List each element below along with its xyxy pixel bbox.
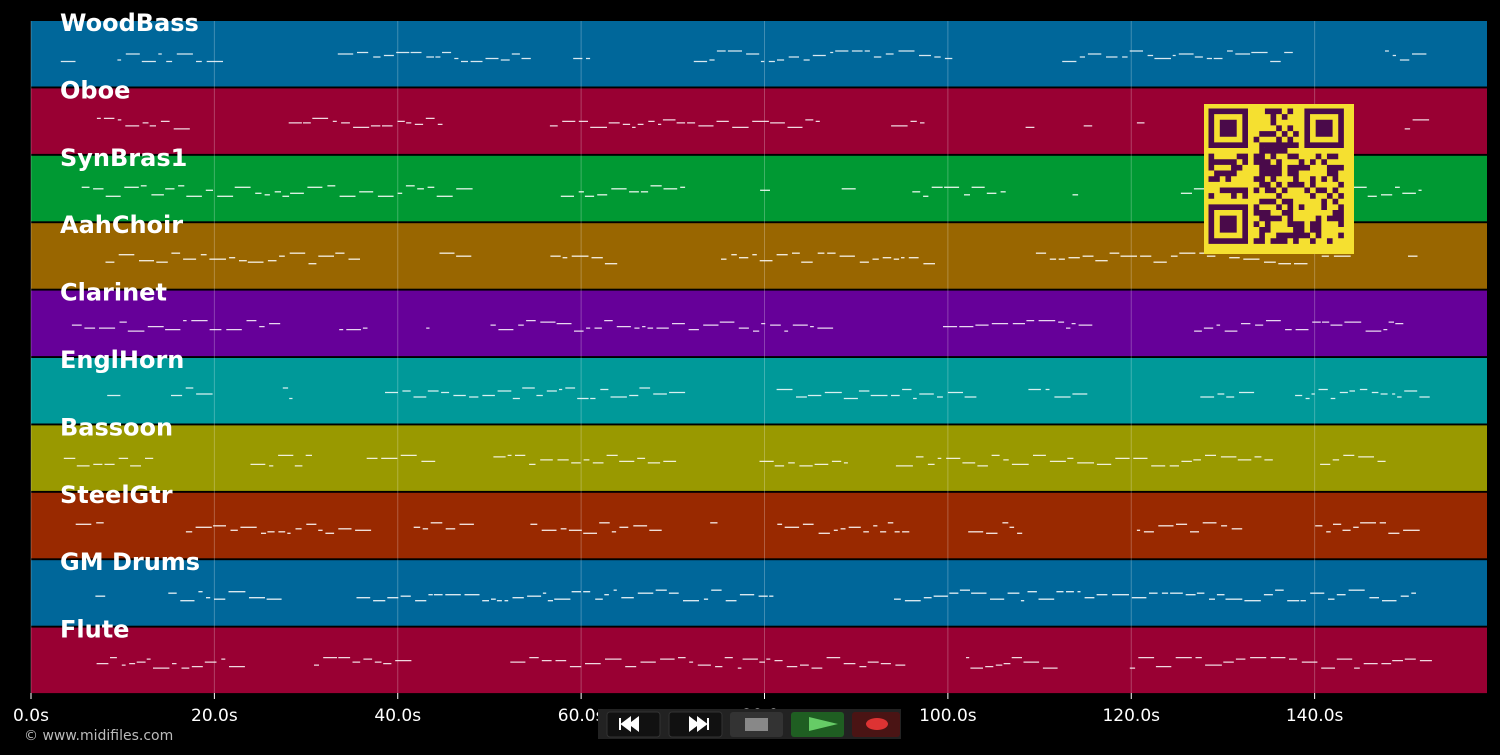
track-lane [31,627,1487,694]
track-name: Flute [60,616,129,644]
track-name: WoodBass [60,9,199,37]
qr-code [1204,104,1354,254]
track-name: Oboe [60,76,130,104]
track-lane [31,425,1487,491]
note-strokes [60,50,1427,63]
tick-label: 60.0s [558,706,605,726]
track-name: SynBras1 [60,144,187,172]
track-name: Bassoon [60,413,173,441]
tick-label: 120.0s [1102,706,1160,726]
fast-forward-icon [689,716,709,732]
track-lane [31,290,1487,357]
tick-label: 0.0s [13,706,49,726]
track-lane [31,560,1487,626]
stop-button[interactable] [730,712,783,737]
stop-icon [745,718,768,731]
track-name: AahChoir [60,211,183,239]
note-strokes [63,454,1386,467]
copyright: © www.midifiles.com [24,728,173,744]
rewind-icon [619,716,639,732]
note-strokes [105,252,1418,265]
track-name: EnglHorn [60,346,184,374]
record-button[interactable] [852,712,900,737]
time-axis: 0.0s20.0s40.0s60.0s80.0s100.0s120.0s140.… [13,693,1344,726]
track-name: GM Drums [60,548,200,576]
tick-label: 100.0s [919,706,977,726]
grid [30,21,1316,693]
record-icon [866,718,888,730]
qr-modules [1208,108,1344,244]
player-controls [598,709,901,739]
rewind-button[interactable] [606,711,661,738]
tick-label: 140.0s [1286,706,1344,726]
track-labels: WoodBass Oboe SynBras1 AahChoir Clarinet Engl… [60,9,200,644]
tick-label: 20.0s [191,706,238,726]
play-icon [809,717,838,731]
track-lane [31,358,1487,424]
note-strokes [71,319,1404,332]
track-name: SteelGtr [60,481,173,509]
fast-forward-button[interactable] [668,711,723,738]
track-name: Clarinet [60,279,167,307]
play-button[interactable] [791,712,844,737]
note-strokes [95,589,1416,602]
note-strokes [96,656,1432,669]
note-strokes [75,522,1420,534]
tick-label: 40.0s [374,706,421,726]
track-lane [31,492,1487,559]
note-strokes [107,387,1430,400]
